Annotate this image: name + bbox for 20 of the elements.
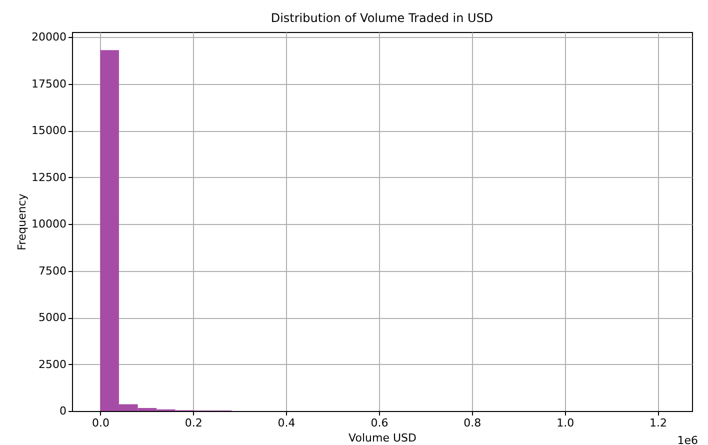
chart-title: Distribution of Volume Traded in USD (270, 11, 494, 26)
x-tick-label: 0.6 (370, 416, 388, 430)
y-tick-label: 2500 (38, 358, 66, 371)
x-axis-title: Volume USD (348, 432, 416, 444)
x-tick-label: 0.0 (92, 416, 110, 430)
y-tick-label: 20000 (32, 30, 66, 44)
y-tick-label: 15000 (32, 124, 66, 138)
x-tick-label: 1.0 (556, 416, 574, 430)
x-tick-label: 1.2 (650, 416, 668, 430)
y-tick-label: 5000 (38, 311, 66, 324)
text: 1e6 (677, 434, 698, 445)
y-axis-title: Frequency (16, 193, 29, 250)
x-tick-label: 0.4 (278, 416, 296, 430)
y-tick-label: 7500 (38, 264, 66, 278)
x-tick-label: 0.2 (184, 416, 202, 430)
y-tick-label: 12500 (32, 170, 66, 184)
y-tick-label: 10000 (32, 218, 66, 231)
x-tick-label: 0.8 (464, 416, 482, 430)
y-tick-label: 0 (60, 404, 66, 418)
y-tick-label: 17500 (32, 77, 66, 90)
